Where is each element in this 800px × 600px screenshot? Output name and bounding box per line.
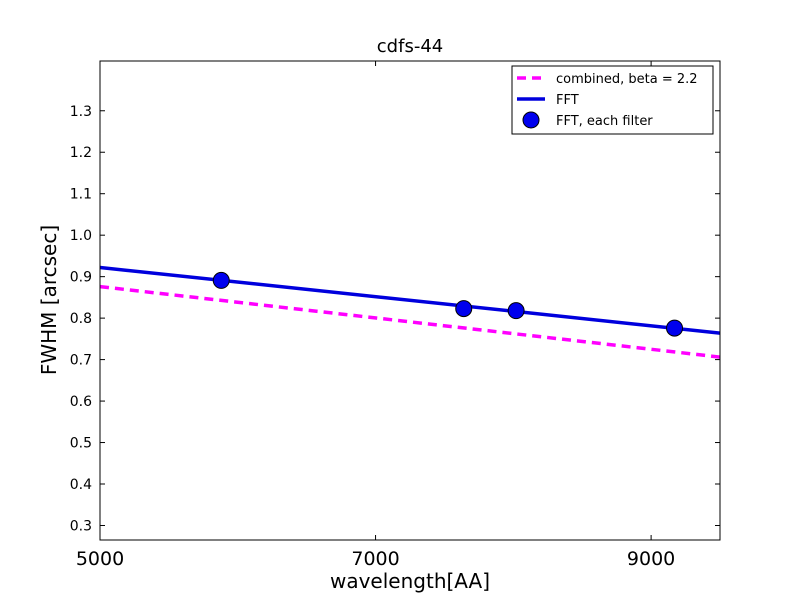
legend-label-combined: combined, beta = 2.2 [556,72,698,87]
legend-box [511,65,714,135]
y-tick-label: 0.3 [70,518,92,534]
chart-title: cdfs-44 [377,36,443,57]
y-tick-label: 0.4 [70,477,92,493]
x-tick-label: 9000 [627,548,675,570]
y-tick-label: 0.7 [70,353,92,369]
x-tick-label: 7000 [351,548,399,570]
legend-label-fft: FFT [556,93,579,108]
data-point [507,302,525,320]
y-tick-label: 1.1 [70,187,92,203]
y-tick-label: 0.5 [70,436,92,452]
legend: combined, beta = 2.2 FFT FFT, each filte… [511,65,714,135]
y-tick-label: 1.0 [70,228,92,244]
x-axis-label: wavelength[AA] [330,569,490,593]
y-tick-label: 1.2 [70,145,92,161]
y-axis-label: FWHM [arcsec] [37,225,61,375]
y-tick-label: 1.3 [70,104,92,120]
x-tick-label: 5000 [76,548,124,570]
y-tick-label: 0.8 [70,311,92,327]
legend-handle-fft-each-filter [522,111,540,129]
legend-label-fft-each-filter: FFT, each filter [556,114,653,129]
data-point [455,300,473,318]
data-point [666,319,684,337]
y-tick-label: 0.9 [70,270,92,286]
y-tick-label: 0.6 [70,394,92,410]
data-point [212,271,230,289]
series-line-1 [100,265,720,335]
plot-frame [99,60,721,541]
